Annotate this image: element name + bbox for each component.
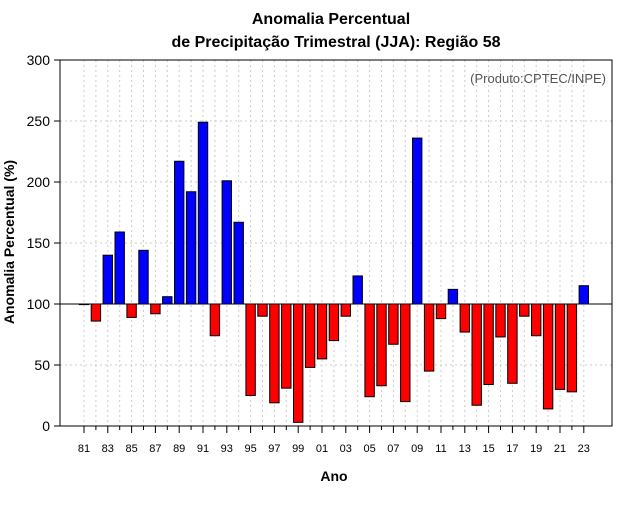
bar-83 (102, 254, 113, 305)
y-tick-label: 0 (42, 418, 50, 434)
bar-82 (90, 303, 102, 322)
bar-18 (519, 303, 530, 317)
bar-91 (197, 121, 209, 305)
bar-90 (185, 191, 197, 305)
bar-99 (293, 303, 304, 423)
x-tick-label: 87 (149, 443, 161, 455)
x-tick-label: 03 (340, 443, 352, 455)
bar-11 (435, 303, 447, 320)
x-tick-label: 81 (78, 443, 90, 455)
bar-05 (364, 303, 375, 398)
x-tick-label: 91 (197, 443, 209, 455)
bar-86 (138, 249, 149, 305)
bar-06 (376, 303, 387, 387)
x-tick-label: 19 (530, 443, 542, 455)
x-tick-label: 05 (363, 443, 375, 455)
x-tick-label: 95 (244, 443, 256, 455)
x-tick-label: 15 (482, 443, 494, 455)
bar-96 (257, 303, 268, 317)
bar-19 (531, 303, 542, 337)
bar-20 (542, 303, 554, 410)
bar-02 (328, 303, 340, 342)
x-tick-label: 85 (125, 443, 137, 455)
bar-88 (162, 296, 173, 305)
bar-14 (471, 303, 482, 406)
bar-89 (174, 160, 185, 305)
bar-93 (221, 180, 233, 305)
x-tick-label: 97 (268, 443, 280, 455)
chart-title-line1: Anomalia Percentual (252, 11, 410, 28)
y-tick-label: 50 (34, 357, 50, 373)
y-tick-label: 300 (27, 52, 51, 68)
bars-layer (78, 121, 589, 423)
bar-12 (447, 288, 459, 305)
y-axis-label: Anomalia Percentual (%) (1, 160, 17, 324)
bar-85 (126, 303, 137, 318)
x-tick-label: 99 (292, 443, 304, 455)
x-tick-label: 93 (221, 443, 233, 455)
bar-03 (340, 303, 352, 317)
bar-09 (412, 137, 423, 305)
x-tick-label: 21 (554, 443, 566, 455)
grid-layer (60, 60, 612, 426)
x-tick-label: 01 (316, 443, 328, 455)
bar-94 (233, 221, 244, 305)
x-tick-label: 09 (411, 443, 423, 455)
bar-92 (209, 303, 221, 337)
credit-label: (Produto:CPTEC/INPE) (470, 71, 606, 86)
bar-04 (352, 275, 363, 305)
y-tick-label: 150 (27, 235, 51, 251)
bar-13 (459, 303, 471, 333)
bar-22 (566, 303, 578, 393)
bar-21 (554, 303, 566, 390)
y-axis: 0 50 100 150 200 250 300 (27, 52, 60, 434)
bar-23 (578, 285, 589, 305)
bar-16 (495, 303, 506, 338)
y-tick-label: 100 (27, 296, 51, 312)
bar-95 (245, 303, 256, 396)
x-tick-label: 17 (506, 443, 518, 455)
bar-87 (150, 303, 161, 315)
y-tick-label: 200 (27, 174, 51, 190)
x-tick-label: 23 (578, 443, 590, 455)
bar-00 (304, 303, 316, 368)
x-tick-label: 83 (102, 443, 114, 455)
x-tick-label: 07 (387, 443, 399, 455)
bar-08 (400, 303, 411, 403)
bar-17 (507, 303, 518, 384)
bar-10 (423, 303, 435, 372)
x-tick-label: 89 (173, 443, 185, 455)
x-tick-label: 13 (459, 443, 471, 455)
x-tick-label: 11 (435, 443, 446, 455)
bar-84 (114, 231, 125, 305)
bar-98 (281, 303, 292, 389)
bar-97 (269, 303, 280, 404)
chart-title-line2: de Precipitação Trimestral (JJA): Região… (171, 34, 500, 51)
x-axis: 81 83 85 87 89 91 93 95 97 99 01 03 05 07 09 11 13 15 17 19… (78, 426, 590, 455)
bar-15 (483, 303, 494, 386)
bar-07 (388, 303, 399, 345)
x-axis-label: Ano (320, 468, 347, 484)
bar-01 (316, 303, 328, 360)
y-tick-label: 250 (27, 113, 51, 129)
